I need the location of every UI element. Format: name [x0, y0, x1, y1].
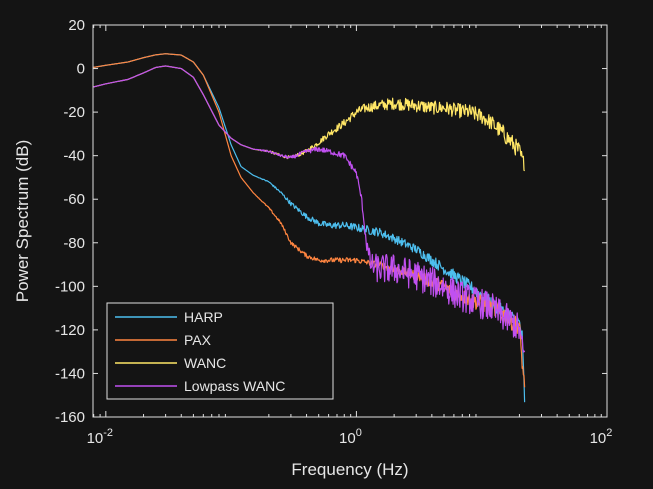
y-tick-label: 0 — [77, 61, 85, 78]
legend: HARP PAX WANC Lowpass WANC — [106, 302, 334, 400]
y-tick-label: -60 — [63, 191, 85, 208]
x-tick-label: 100 — [339, 427, 362, 447]
legend-label: PAX — [184, 332, 212, 348]
y-tick-label: -80 — [63, 235, 85, 252]
legend-label: HARP — [184, 309, 223, 325]
x-tick-label: 10-2 — [87, 427, 113, 447]
y-tick-label: -40 — [63, 148, 85, 165]
series-layer — [92, 53, 526, 403]
y-axis-label: Power Spectrum (dB) — [13, 140, 32, 303]
series-line-lowpass-wanc — [92, 65, 526, 353]
legend-label: WANC — [184, 355, 226, 371]
y-tick-label: -100 — [55, 278, 85, 295]
x-axis-label: Frequency (Hz) — [291, 460, 408, 479]
y-tick-label: 20 — [68, 17, 85, 34]
legend-box — [106, 302, 334, 400]
legend-label: Lowpass WANC — [184, 378, 285, 394]
plot-frame — [92, 24, 608, 418]
y-tick-label: -140 — [55, 365, 85, 382]
y-tick-label: -120 — [55, 322, 85, 339]
x-tick-label: 102 — [590, 427, 613, 447]
y-tick-label: -20 — [63, 104, 85, 121]
y-tick-label: -160 — [55, 409, 85, 426]
